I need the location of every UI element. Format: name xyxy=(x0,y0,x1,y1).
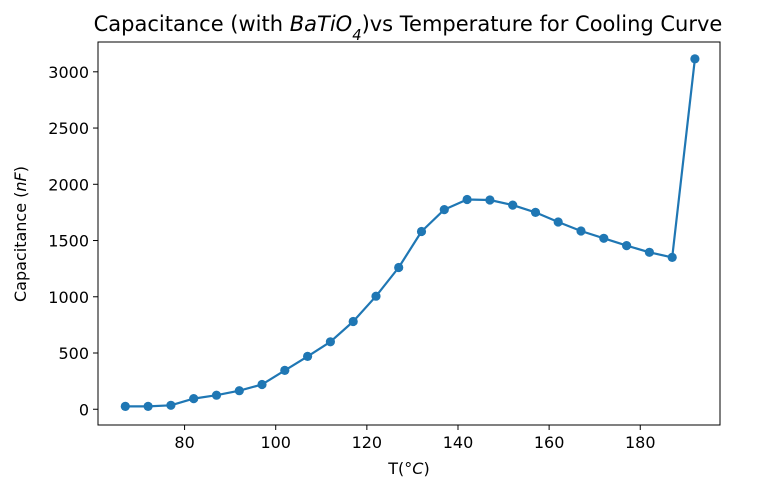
data-point xyxy=(325,337,335,347)
x-tick-label: 180 xyxy=(625,433,656,452)
data-point xyxy=(508,200,518,210)
data-point xyxy=(667,252,677,262)
title-part: Capacitance (with xyxy=(94,12,290,36)
data-point xyxy=(189,394,199,404)
series-line xyxy=(125,58,696,408)
x-axis: 80 100 120 140 160 180 xyxy=(174,425,656,452)
title-part: )vs Temperature for Cooling Curve xyxy=(362,12,723,36)
x-tick-label: 80 xyxy=(174,433,194,452)
title-part: BaTiO xyxy=(290,12,352,36)
data-point xyxy=(622,241,632,251)
data-point xyxy=(485,195,495,205)
ylabel-part: ) xyxy=(11,166,30,172)
data-point xyxy=(690,54,700,64)
data-point xyxy=(439,205,449,215)
y-tick-label: 500 xyxy=(58,344,89,363)
data-point xyxy=(280,365,290,375)
data-point xyxy=(599,233,609,243)
x-tick-label: 160 xyxy=(534,433,565,452)
plot-frame xyxy=(97,41,721,426)
data-point xyxy=(416,226,427,237)
data-point xyxy=(120,401,130,411)
chart-title: Capacitance (with BaTiO4)vs Temperature … xyxy=(94,12,723,44)
x-axis-label: T(°C) xyxy=(387,459,429,478)
title-part: 4 xyxy=(352,27,361,44)
y-tick-label: 1500 xyxy=(48,232,89,251)
data-point xyxy=(576,226,586,236)
ylabel-part: Capacitance ( xyxy=(11,192,30,302)
y-tick-label: 3000 xyxy=(48,63,89,82)
data-point xyxy=(644,247,655,257)
series-layer xyxy=(120,54,700,411)
y-tick-label: 2500 xyxy=(48,119,89,138)
data-point xyxy=(394,262,404,273)
y-axis: 0 500 1000 1500 2000 2500 3000 xyxy=(48,63,98,419)
x-tick-label: 140 xyxy=(443,433,474,452)
y-tick-label: 1000 xyxy=(48,288,89,307)
data-point xyxy=(530,207,541,217)
x-tick-label: 120 xyxy=(352,433,383,452)
xlabel-part: T(° xyxy=(387,459,412,478)
xlabel-part: ) xyxy=(423,459,429,478)
data-point xyxy=(234,386,244,396)
data-point xyxy=(166,400,176,410)
ylabel-part: nF xyxy=(11,171,30,191)
y-axis-label: Capacitance (nF) xyxy=(11,166,30,302)
y-tick-label: 0 xyxy=(79,400,89,419)
data-point xyxy=(371,291,381,301)
data-point xyxy=(553,217,563,227)
xlabel-part: C xyxy=(412,459,424,478)
data-point xyxy=(143,401,153,411)
x-tick-label: 100 xyxy=(260,433,291,452)
data-point xyxy=(462,194,472,205)
data-point xyxy=(211,390,222,400)
data-point xyxy=(257,379,267,390)
y-tick-label: 2000 xyxy=(48,175,89,194)
data-point xyxy=(348,316,358,327)
data-point xyxy=(303,351,313,361)
